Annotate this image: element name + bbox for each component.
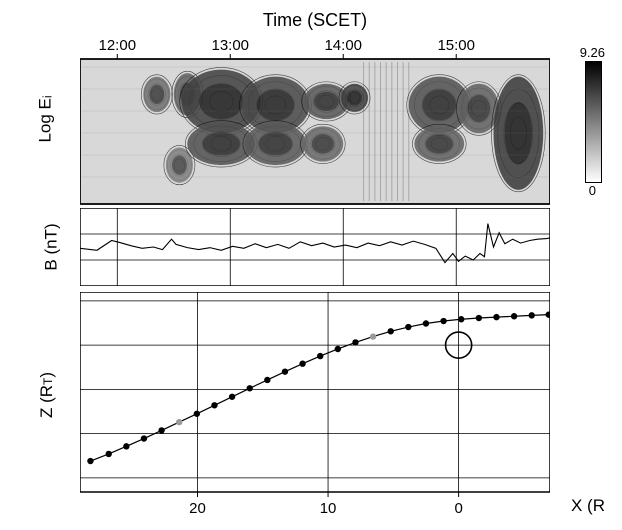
- svg-text:10: 10: [320, 500, 337, 517]
- top-title: Time (SCET): [80, 10, 550, 31]
- y-axis-label-2: B (nT): [42, 223, 62, 270]
- colorbar-min: 0: [589, 183, 596, 198]
- colorbar-max: 9.26: [580, 45, 605, 60]
- svg-text:12:00: 12:00: [99, 37, 137, 54]
- svg-text:13:00: 13:00: [211, 37, 249, 54]
- x-axis-label-3: X (R: [571, 496, 605, 516]
- svg-text:14:00: 14:00: [324, 37, 362, 54]
- svg-text:20: 20: [189, 500, 206, 517]
- panel-bfield: 04812 B (nT): [80, 208, 550, 286]
- svg-text:0: 0: [454, 500, 462, 517]
- figure: Time (SCET) 12:0013:0014:0015:001234 Log…: [10, 10, 610, 520]
- y-axis-label-1: Log Eᵢ: [36, 95, 56, 142]
- svg-text:15:00: 15:00: [437, 37, 475, 54]
- panel-trajectory: -7.5-5.0-2.50.02.501020 Z (RT) X (R: [80, 292, 550, 520]
- panel-spectrogram: 12:0013:0014:0015:001234 Log Eᵢ 9.26 0: [80, 31, 550, 206]
- y-axis-label-3: Z (RT): [37, 372, 57, 418]
- colorbar: [585, 61, 602, 183]
